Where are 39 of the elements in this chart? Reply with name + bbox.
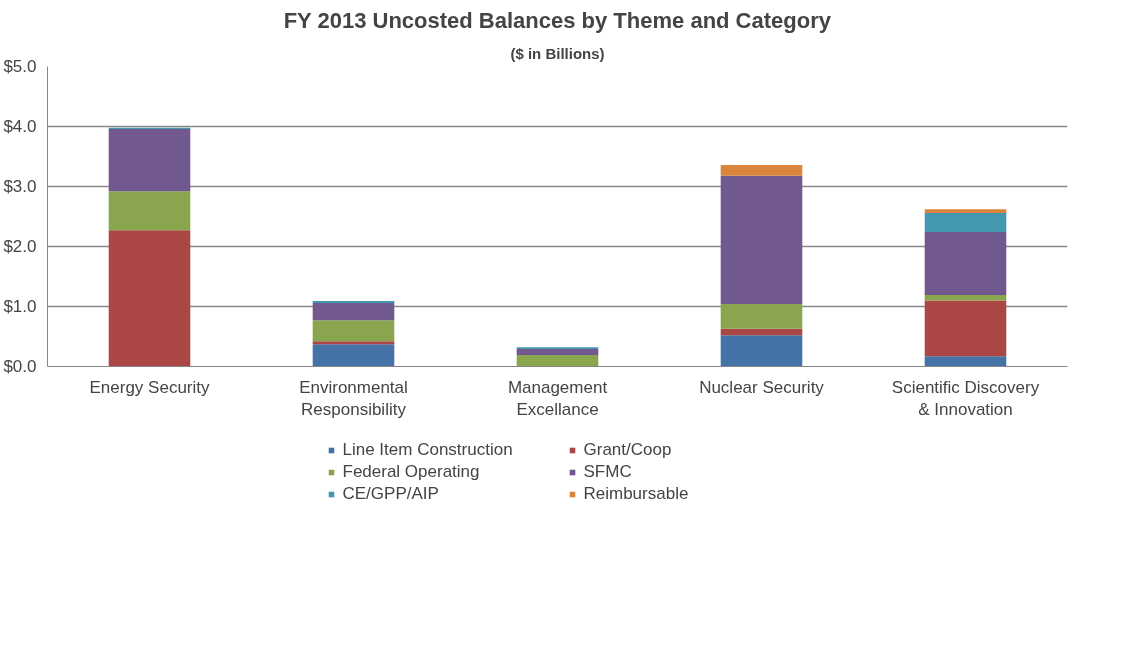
x-tick-label: Scientific Discovery & Innovation <box>891 377 1040 420</box>
chart-subtitle: ($ in Billions) <box>510 44 605 62</box>
bar <box>108 191 191 231</box>
x-tick-label: Energy Security <box>89 377 210 397</box>
y-tick-label: $5.0 <box>3 57 37 76</box>
bar <box>720 164 803 176</box>
bar <box>924 209 1007 213</box>
bar <box>312 344 395 367</box>
x-tick-label: Management Excellance <box>507 377 608 420</box>
chart-title: FY 2013 Uncosted Balances by Theme and Category <box>283 7 832 33</box>
x-tick-label: Nuclear Security <box>699 377 825 397</box>
bar <box>720 328 803 336</box>
bar <box>312 320 395 342</box>
bar <box>108 230 191 367</box>
bar <box>924 300 1007 357</box>
y-tick-label: $2.0 <box>3 237 37 256</box>
bar <box>720 335 803 367</box>
y-tick-label: $3.0 <box>3 177 37 196</box>
legend-label: Federal Operating <box>342 462 481 482</box>
bar <box>312 302 395 321</box>
bar <box>516 355 599 367</box>
bar <box>924 232 1007 296</box>
x-tick-label: Environmental Responsibility <box>299 377 408 420</box>
bar <box>720 175 803 305</box>
y-tick-label: $0.0 <box>3 357 37 376</box>
bar <box>720 304 803 329</box>
bar <box>924 356 1007 367</box>
bar <box>516 349 599 356</box>
bar <box>924 212 1007 233</box>
y-tick-label: $1.0 <box>3 297 37 316</box>
legend-label: Reimbursable <box>583 484 690 504</box>
legend-label: Line Item Construction <box>342 440 514 460</box>
bar <box>108 128 191 192</box>
bar <box>312 341 395 345</box>
bar <box>924 295 1007 301</box>
legend-label: CE/GPP/AIP <box>342 484 440 504</box>
y-tick-label: $4.0 <box>3 117 37 136</box>
legend-label: Grant/Coop <box>583 440 673 460</box>
legend-label: SFMC <box>583 462 633 482</box>
